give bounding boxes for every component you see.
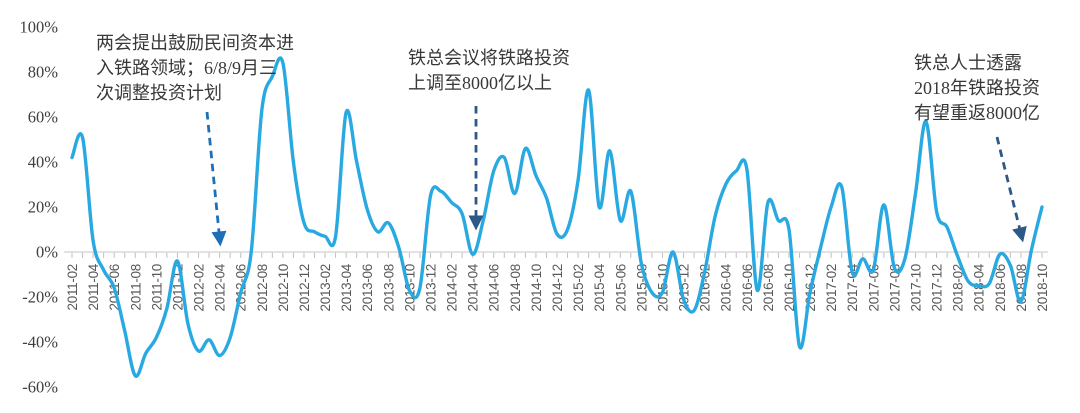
x-axis-label: 2017-06 <box>866 264 881 311</box>
annotation-line: 有望重返8000亿 <box>914 103 1040 123</box>
x-axis-label: 2016-08 <box>761 264 776 311</box>
x-axis-label: 2015-02 <box>571 264 586 311</box>
x-axis-label: 2017-08 <box>887 264 902 311</box>
x-axis-label: 2018-02 <box>951 264 966 311</box>
series-line <box>70 56 1044 378</box>
annotation-line: 铁总人士透露 <box>914 53 1022 73</box>
x-axis-label: 2014-12 <box>550 264 565 311</box>
x-axis-label: 2011-10 <box>149 264 164 310</box>
x-axis-label: 2011-04 <box>86 263 101 310</box>
y-axis-label: 0% <box>36 243 58 262</box>
x-axis-label: 2017-10 <box>908 264 923 311</box>
x-axis-label: 2016-04 <box>719 263 734 311</box>
x-axis-label: 2014-02 <box>445 264 460 311</box>
x-axis-label: 2012-08 <box>255 264 270 311</box>
y-axis-label: 60% <box>28 108 59 127</box>
y-axis-label: -40% <box>22 333 58 352</box>
x-axis-label: 2012-02 <box>192 264 207 311</box>
x-axis-label: 2016-02 <box>698 264 713 311</box>
y-axis-label: -20% <box>22 288 58 307</box>
annotation-arrow-1 <box>205 111 227 247</box>
x-axis-label: 2012-10 <box>276 264 291 311</box>
x-axis-label: 2012-04 <box>213 263 228 311</box>
x-axis-label: 2016-06 <box>740 264 755 311</box>
annotation-line: 两会提出鼓励民间资本进 <box>96 33 294 53</box>
x-axis-label: 2013-02 <box>318 264 333 311</box>
x-axis-label: 2014-04 <box>466 263 481 311</box>
annotation-line: 次调整投资计划 <box>96 83 222 103</box>
x-axis-label: 2011-02 <box>65 264 80 310</box>
x-axis-label: 2017-02 <box>824 264 839 311</box>
annotation-line: 上调至8000亿以上 <box>408 73 552 93</box>
x-axis-label: 2018-10 <box>1035 264 1050 311</box>
y-axis-label: 80% <box>28 63 59 82</box>
x-axis-label: 2013-12 <box>423 264 438 311</box>
x-axis-label: 2017-12 <box>930 264 945 311</box>
y-axis-label: 20% <box>28 198 59 217</box>
x-axis-label: 2013-06 <box>360 264 375 311</box>
annotation-line: 入铁路领域；6/8/9月三 <box>96 58 278 78</box>
annotation-line: 2018年铁路投资 <box>914 78 1040 98</box>
annotation-arrow-3 <box>995 136 1027 243</box>
y-axis-label: 100% <box>20 18 59 37</box>
x-axis-label: 2014-10 <box>529 264 544 311</box>
annotation-line: 铁总会议将铁路投资 <box>408 48 570 68</box>
x-axis-label: 2014-08 <box>508 264 523 311</box>
x-axis-label: 2018-06 <box>993 264 1008 311</box>
x-axis-label: 2011-08 <box>128 264 143 310</box>
y-axis-label: 40% <box>28 153 59 172</box>
x-axis-label: 2013-04 <box>339 263 354 311</box>
x-axis-label: 2015-06 <box>613 264 628 311</box>
x-axis-label: 2015-04 <box>592 263 607 311</box>
x-axis-label: 2014-06 <box>487 264 502 311</box>
annotation-two-sessions: 两会提出鼓励民间资本进 入铁路领域；6/8/9月三 次调整投资计划 <box>96 31 294 106</box>
x-axis-label: 2012-12 <box>297 264 312 311</box>
y-axis-label: -60% <box>22 378 58 397</box>
annotation-crc-meeting: 铁总会议将铁路投资 上调至8000亿以上 <box>408 46 570 96</box>
annotation-2018-outlook: 铁总人士透露 2018年铁路投资 有望重返8000亿 <box>914 51 1040 126</box>
x-axis-label: 2013-08 <box>381 264 396 311</box>
